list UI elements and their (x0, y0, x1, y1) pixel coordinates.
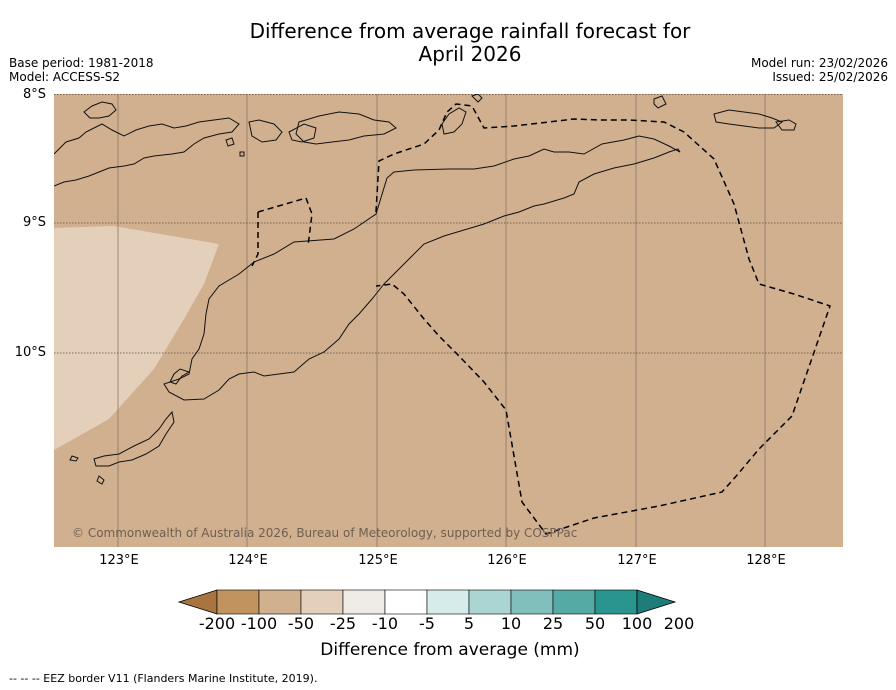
colorbar-segment (300, 589, 344, 615)
footnote: -- -- -- EEZ border V11 (Flanders Marine… (9, 672, 318, 685)
lon-label-124e: 124°E (228, 553, 268, 568)
colorbar-tick: -10 (371, 614, 399, 633)
meta-left: Base period: 1981-2018 Model: ACCESS-S2 (9, 56, 154, 84)
latitude-gridlines (54, 94, 843, 354)
title-line-2: April 2026 (418, 42, 522, 66)
lat-label-8s: 8°S (22, 87, 46, 102)
chart-title: Difference from average rainfall forecas… (200, 20, 740, 66)
colorbar-segment (258, 589, 302, 615)
colorbar-tick: -100 (240, 614, 278, 633)
colorbar (178, 589, 677, 615)
lon-label-126e: 126°E (487, 553, 527, 568)
copyright-notice: © Commonwealth of Australia 2026, Bureau… (72, 526, 578, 540)
colorbar-tick: 25 (542, 614, 564, 633)
drier-region (54, 226, 219, 450)
colorbar-tick: 200 (663, 614, 695, 633)
lat-label-9s: 9°S (22, 215, 46, 230)
colorbar-segment (594, 589, 638, 615)
model-name: Model: ACCESS-S2 (9, 70, 121, 84)
lon-label-127e: 127°E (617, 553, 657, 568)
colorbar-tick: 50 (584, 614, 606, 633)
colorbar-extend-low (178, 589, 218, 615)
colorbar-tick: 100 (621, 614, 653, 633)
colorbar-tick: -50 (287, 614, 315, 633)
colorbar-tick: 5 (463, 614, 475, 633)
lon-label-125e: 125°E (358, 553, 398, 568)
colorbar-tick: -200 (198, 614, 236, 633)
lon-label-128e: 128°E (746, 553, 786, 568)
colorbar-segment (552, 589, 596, 615)
longitude-gridlines (117, 94, 766, 547)
meta-right: Model run: 23/02/2026 Issued: 25/02/2026 (751, 56, 888, 84)
colorbar-segment (384, 589, 428, 615)
colorbar-tick: 10 (500, 614, 522, 633)
base-period: Base period: 1981-2018 (9, 56, 154, 70)
rainfall-map (54, 94, 843, 547)
colorbar-segment (468, 589, 512, 615)
colorbar-extend-high (636, 589, 677, 615)
colorbar-tick: -25 (329, 614, 357, 633)
issued-date: Issued: 25/02/2026 (772, 70, 888, 84)
model-run: Model run: 23/02/2026 (750, 56, 888, 70)
colorbar-tick: -5 (419, 614, 435, 633)
title-line-1: Difference from average rainfall forecas… (249, 19, 691, 43)
eez-border (251, 103, 831, 535)
colorbar-segment (510, 589, 554, 615)
lon-label-123e: 123°E (99, 553, 139, 568)
colorbar-segment (216, 589, 260, 615)
colorbar-segment (426, 589, 470, 615)
coastlines (54, 94, 797, 485)
colorbar-label: Difference from average (mm) (320, 640, 580, 660)
lat-label-10s: 10°S (14, 345, 46, 360)
colorbar-segment (342, 589, 386, 615)
